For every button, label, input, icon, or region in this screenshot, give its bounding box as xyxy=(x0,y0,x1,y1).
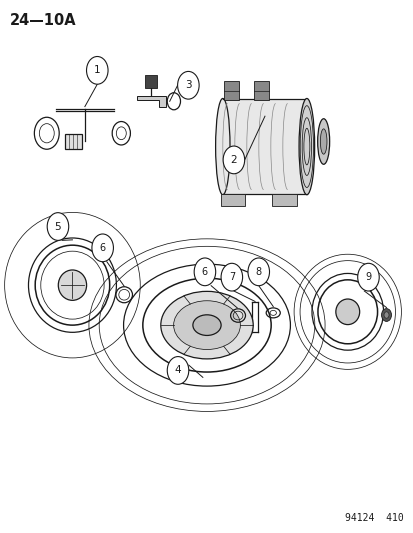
Ellipse shape xyxy=(298,99,314,195)
Circle shape xyxy=(383,312,388,318)
Polygon shape xyxy=(136,96,165,107)
Circle shape xyxy=(194,258,215,286)
FancyBboxPatch shape xyxy=(253,82,268,100)
Polygon shape xyxy=(222,99,306,194)
Ellipse shape xyxy=(317,119,329,164)
Circle shape xyxy=(357,263,378,291)
Text: 9: 9 xyxy=(365,272,370,282)
Ellipse shape xyxy=(160,292,253,359)
Text: 94124  410: 94124 410 xyxy=(344,513,403,523)
Text: 6: 6 xyxy=(202,267,207,277)
Circle shape xyxy=(223,146,244,174)
Circle shape xyxy=(92,234,113,262)
Circle shape xyxy=(86,56,108,84)
Ellipse shape xyxy=(335,299,359,325)
Ellipse shape xyxy=(58,270,86,301)
Text: 7: 7 xyxy=(228,272,235,282)
FancyBboxPatch shape xyxy=(145,75,157,88)
Ellipse shape xyxy=(320,129,326,154)
Text: 2: 2 xyxy=(230,155,237,165)
Circle shape xyxy=(47,213,69,240)
FancyBboxPatch shape xyxy=(272,194,296,206)
Text: 4: 4 xyxy=(174,366,181,375)
Text: 1: 1 xyxy=(94,66,100,75)
Text: 3: 3 xyxy=(185,80,191,90)
Text: 6: 6 xyxy=(100,243,105,253)
FancyBboxPatch shape xyxy=(221,194,244,206)
Circle shape xyxy=(177,71,199,99)
Text: 8: 8 xyxy=(255,267,261,277)
FancyBboxPatch shape xyxy=(65,134,81,149)
Circle shape xyxy=(247,258,269,286)
Circle shape xyxy=(221,263,242,291)
FancyBboxPatch shape xyxy=(223,82,238,100)
Ellipse shape xyxy=(192,315,221,335)
Circle shape xyxy=(167,357,188,384)
Circle shape xyxy=(381,309,391,321)
Text: 5: 5 xyxy=(55,222,61,231)
Ellipse shape xyxy=(173,301,240,350)
Text: 24—10A: 24—10A xyxy=(10,13,77,28)
Ellipse shape xyxy=(215,99,230,195)
